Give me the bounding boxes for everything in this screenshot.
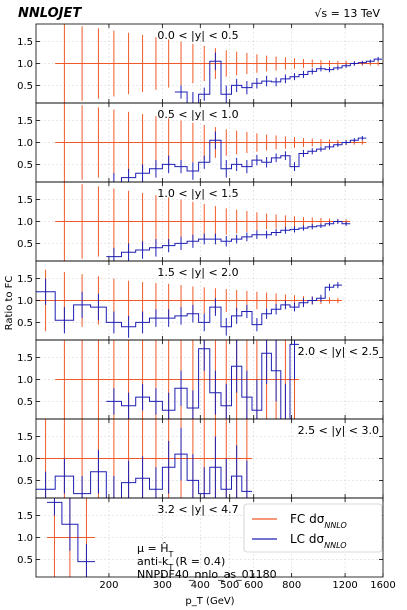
panel-data	[55, 24, 383, 103]
pdf-annotation: NNPDF40_nnlo_as_01180	[137, 568, 277, 581]
y-tick-label: 0.5	[17, 397, 33, 408]
y-tick-label: 1.5	[17, 353, 33, 364]
panel-rapidity-label: 1.0 < |y| < 1.5	[157, 187, 238, 200]
y-tick-label: 1.0	[17, 454, 33, 465]
y-tick-label: 1.0	[17, 533, 33, 544]
y-tick-label: 1.5	[17, 37, 33, 48]
y-tick-label: 1.0	[17, 296, 33, 307]
lc-series-step	[106, 343, 299, 419]
x-tick-label: 800	[282, 580, 301, 591]
x-tick-label: 1600	[370, 580, 395, 591]
legend-fc-label: FC dσNNLO	[290, 512, 347, 530]
x-tick-label: 300	[153, 580, 172, 591]
panel-2: 0.5 1.0 1.5 0.5 < |y| < 1.0	[17, 102, 384, 183]
y-tick-label: 0.5	[17, 476, 33, 487]
x-tick-label: 200	[99, 580, 118, 591]
y-tick-label: 1.5	[17, 195, 33, 206]
y-tick-label: 1.0	[17, 375, 33, 386]
legend: FC dσNNLO LC dσNNLO	[243, 503, 383, 553]
y-tick-label: 1.5	[17, 511, 33, 522]
y-tick-label: 0.5	[17, 81, 33, 92]
annotation-block: μ = ĤT anti-kT (R = 0.4) NNPDF40_nnlo_as_…	[137, 542, 277, 581]
y-tick-label: 1.0	[17, 138, 33, 149]
jet-algorithm-annotation: anti-kT (R = 0.4)	[137, 555, 225, 572]
panel-rapidity-label: 2.5 < |y| < 3.0	[298, 424, 379, 437]
y-axis-label: Ratio to FC	[4, 276, 15, 331]
y-tick-label: 1.5	[17, 116, 33, 127]
panel-data	[55, 103, 367, 182]
panel-5: 0.5 1.0 1.5 2.0 < |y| < 2.5	[17, 339, 384, 420]
y-tick-label: 0.5	[17, 160, 33, 171]
energy-label: √s = 13 TeV	[314, 7, 380, 20]
y-tick-label: 0.5	[17, 555, 33, 566]
panel-rapidity-label: 2.0 < |y| < 2.5	[298, 345, 379, 358]
panel-rapidity-label: 0.0 < |y| < 0.5	[157, 29, 238, 42]
lc-series-step	[36, 284, 342, 328]
y-tick-label: 0.5	[17, 318, 33, 329]
panel-3: 0.5 1.0 1.5 1.0 < |y| < 1.5	[17, 181, 384, 262]
panel-data	[46, 498, 96, 577]
panel-data	[55, 182, 351, 261]
y-tick-label: 1.0	[17, 59, 33, 70]
y-tick-label: 0.5	[17, 239, 33, 250]
x-tick-label: 400	[191, 580, 210, 591]
legend-box	[243, 503, 383, 553]
panel-data	[55, 340, 300, 419]
x-axis-label: p_T (GeV)	[185, 596, 234, 607]
logo: NNLOJET	[18, 6, 82, 21]
panel-rapidity-label: 1.5 < |y| < 2.0	[157, 266, 238, 279]
y-tick-label: 1.0	[17, 217, 33, 228]
panel-1: 0.5 1.0 1.5 0.0 < |y| < 0.5	[17, 23, 384, 104]
panel-rapidity-label: 0.5 < |y| < 1.0	[157, 108, 238, 121]
legend-lc-label: LC dσNNLO	[290, 532, 347, 550]
panel-4: 0.5 1.0 1.5 1.5 < |y| < 2.0	[17, 260, 384, 341]
lc-series-step	[174, 58, 382, 103]
lc-series-step	[36, 453, 252, 498]
x-tick-label: 600	[244, 580, 263, 591]
panel-data	[36, 419, 252, 498]
x-tick-label: 1200	[332, 580, 357, 591]
panel-data	[36, 269, 342, 338]
y-tick-label: 1.5	[17, 432, 33, 443]
panels: 0.5 1.0 1.5 0.0 < |y| < 0.5 0.5 1.0 1.5 0.5 < |…	[17, 23, 396, 591]
scale-annotation: μ = ĤT	[137, 542, 173, 559]
x-tick-label: 500	[220, 580, 239, 591]
panel-rapidity-label: 3.2 < |y| < 4.7	[157, 503, 238, 516]
y-tick-label: 1.5	[17, 274, 33, 285]
